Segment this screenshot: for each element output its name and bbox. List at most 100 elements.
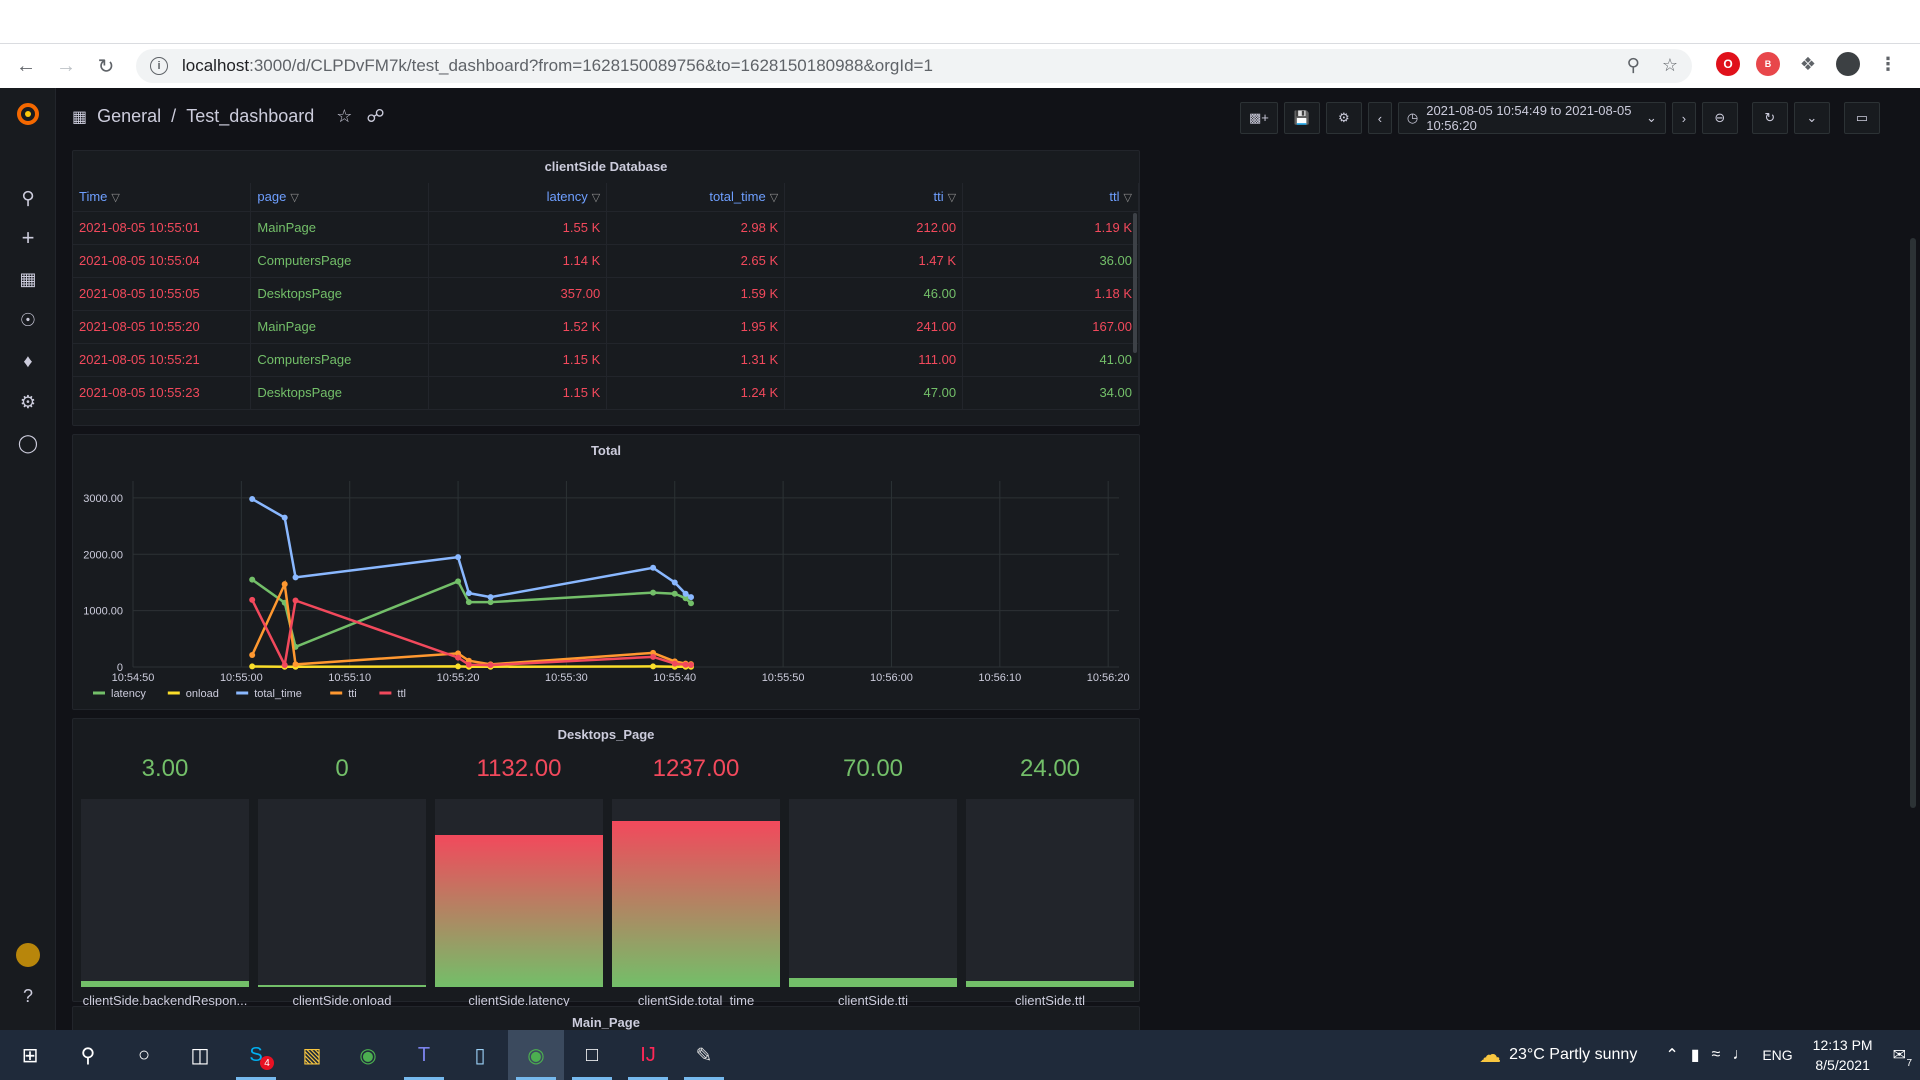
search-icon[interactable]: ⚲ <box>21 187 35 208</box>
toolbar-buttons: ▩+ 💾 ⚙ ‹ ◷ 2021-08-05 10:54:49 to 2021-0… <box>1240 102 1880 134</box>
create-plus-icon[interactable]: + <box>21 225 35 250</box>
main-page-panel-title[interactable]: Main_Page <box>572 1015 640 1030</box>
url-path: :3000/d/CLPDvFM7k/test_dashboard?from=16… <box>249 56 933 75</box>
language-indicator[interactable]: ENG <box>1762 1047 1793 1063</box>
menu-kebab-icon[interactable]: ⋮ <box>1879 53 1897 74</box>
chevron-up-icon[interactable]: ⌃ <box>1665 1047 1679 1064</box>
notepad-icon[interactable]: ▯ <box>474 1044 486 1067</box>
task-view-icon[interactable]: ◫ <box>190 1044 210 1067</box>
terminal-icon[interactable]: □ <box>564 1030 620 1080</box>
tv-mode-icon[interactable]: ▭ <box>1843 102 1880 134</box>
filter-icon[interactable]: ▽ <box>111 192 120 205</box>
profile-avatar[interactable] <box>1836 52 1860 76</box>
time-shift-back-icon[interactable]: ‹ <box>1367 102 1392 134</box>
refresh-icon[interactable]: ↻ <box>1751 102 1788 134</box>
filter-icon[interactable]: ▽ <box>769 192 779 205</box>
volume-icon[interactable]: ♩ <box>1732 1046 1749 1063</box>
save-dashboard-icon[interactable]: 💾 <box>1283 102 1320 134</box>
data-point <box>487 599 494 606</box>
filter-icon[interactable]: ▽ <box>290 192 299 205</box>
file-explorer-icon[interactable]: ▧ <box>302 1044 322 1067</box>
timeseries-chart[interactable]: 0 1000.00 2000.00 3000.00 10:54:50 10:55:00 10… <box>73 435 1139 709</box>
table-row[interactable]: 2021-08-05 10:55:04 ComputersPage 1.14 K 2.… <box>73 244 1139 278</box>
breadcrumb-dashboard[interactable]: Test_dashboard <box>186 106 315 126</box>
address-bar[interactable]: i localhost:3000/d/CLPDvFM7k/test_dashbo… <box>136 49 1692 83</box>
table-panel-title[interactable]: clientSide Database <box>544 159 668 174</box>
star-icon[interactable]: ☆ <box>336 106 353 126</box>
paint-icon[interactable]: ✎ <box>676 1030 732 1080</box>
dashboards-icon[interactable]: ▦ <box>19 268 37 289</box>
column-header-tti[interactable]: tti ▽ <box>784 183 964 212</box>
table-scrollbar[interactable] <box>1133 213 1137 353</box>
explore-compass-icon[interactable]: ☉ <box>19 309 37 330</box>
add-panel-icon[interactable]: ▩+ <box>1240 102 1278 134</box>
data-point <box>487 594 494 601</box>
share-icon[interactable]: ☍ <box>366 106 385 126</box>
bar-gauge-fill <box>612 820 780 987</box>
bar-gauge[interactable]: 1132.00 clientSide.latency <box>435 747 603 1008</box>
configuration-gear-icon[interactable]: ⚙ <box>19 391 37 412</box>
bar-gauge-fill <box>258 985 426 987</box>
bargauge-panel-title[interactable]: Desktops_Page <box>557 727 655 742</box>
clock[interactable]: 12:13 PM 8/5/2021 <box>1813 1035 1873 1075</box>
grafana-logo-icon[interactable] <box>14 100 42 128</box>
back-icon[interactable]: ← <box>16 54 36 77</box>
intellij-icon[interactable]: IJ <box>620 1030 676 1080</box>
puzzle-extensions-icon[interactable]: ❖ <box>1799 53 1817 74</box>
teams-icon[interactable]: T <box>396 1030 452 1080</box>
alerting-bell-icon[interactable]: ♦ <box>23 350 33 371</box>
wifi-icon[interactable]: ≈ <box>1711 1046 1721 1063</box>
filter-icon[interactable]: ▽ <box>591 192 601 205</box>
column-header-ttl[interactable]: ttl ▽ <box>962 183 1139 212</box>
data-point <box>465 590 472 597</box>
table-row[interactable]: 2021-08-05 10:55:21 ComputersPage 1.15 K 1.… <box>73 343 1139 377</box>
weather-text[interactable]: 23°C Partly sunny <box>1509 1046 1638 1063</box>
server-admin-shield-icon[interactable]: ◯ <box>17 432 39 453</box>
time-picker[interactable]: ◷ 2021-08-05 10:54:49 to 2021-08-05 10:5… <box>1397 102 1666 134</box>
filter-icon[interactable]: ▽ <box>947 192 957 205</box>
table-row[interactable]: 2021-08-05 10:55:23 DesktopsPage 1.15 K 1.2… <box>73 376 1139 410</box>
bar-gauge[interactable]: 3.00 clientSide.backendRespon... <box>81 747 249 1008</box>
breadcrumb-separator: / <box>171 106 177 126</box>
bar-gauge[interactable]: 24.00 clientSide.ttl <box>966 747 1134 1008</box>
table-row[interactable]: 2021-08-05 10:55:05 DesktopsPage 357.00 1.5… <box>73 277 1139 311</box>
filter-icon[interactable]: ▽ <box>1123 192 1132 205</box>
timeseries-panel-title[interactable]: Total <box>590 443 622 458</box>
x-tick-label: 10:56:20 <box>1087 672 1130 684</box>
battery-icon[interactable]: ▮ <box>1690 1047 1700 1064</box>
breadcrumb-folder[interactable]: General <box>97 106 162 126</box>
column-header-time[interactable]: Time ▽ <box>73 183 252 212</box>
forward-icon[interactable]: → <box>56 54 76 77</box>
column-header-page[interactable]: page ▽ <box>250 183 430 212</box>
vpn-extension-icon[interactable]: B <box>1756 52 1780 76</box>
data-point <box>671 590 678 597</box>
bar-gauge[interactable]: 1237.00 clientSide.total_time <box>612 747 780 1008</box>
time-shift-forward-icon[interactable]: › <box>1671 102 1696 134</box>
column-header-latency[interactable]: latency ▽ <box>428 183 608 212</box>
data-point <box>465 661 472 668</box>
chrome-active-icon[interactable]: ◉ <box>508 1030 564 1080</box>
weather-icon[interactable]: ☁ <box>1479 1042 1502 1067</box>
reload-icon[interactable]: ↻ <box>97 55 115 78</box>
bookmark-star-icon[interactable]: ☆ <box>1661 55 1678 75</box>
dashboard-settings-icon[interactable]: ⚙ <box>1325 102 1362 134</box>
page-scrollbar[interactable] <box>1910 238 1916 808</box>
bar-gauge[interactable]: 0 clientSide.onload <box>258 747 426 1008</box>
chrome-icon[interactable]: ◉ <box>359 1044 377 1067</box>
help-icon[interactable]: ? <box>22 985 33 1006</box>
bar-gauge[interactable]: 70.00 clientSide.tti <box>789 747 957 1008</box>
zoom-out-icon[interactable]: ⊖ <box>1701 102 1738 134</box>
notifications-icon[interactable]: ✉ 7 <box>1892 1047 1912 1069</box>
opera-extension-icon[interactable]: O <box>1716 52 1740 76</box>
refresh-interval-dropdown[interactable]: ⌄ <box>1793 102 1830 134</box>
windows-start-icon[interactable]: ⊞ <box>21 1044 39 1067</box>
column-header-total-time[interactable]: total_time ▽ <box>606 183 786 212</box>
site-info-icon[interactable]: i <box>150 57 168 75</box>
user-avatar[interactable] <box>16 943 40 967</box>
search-icon[interactable]: ⚲ <box>80 1044 96 1067</box>
cortana-icon[interactable]: ○ <box>137 1043 151 1066</box>
zoom-icon[interactable]: ⚲ <box>1626 55 1640 75</box>
